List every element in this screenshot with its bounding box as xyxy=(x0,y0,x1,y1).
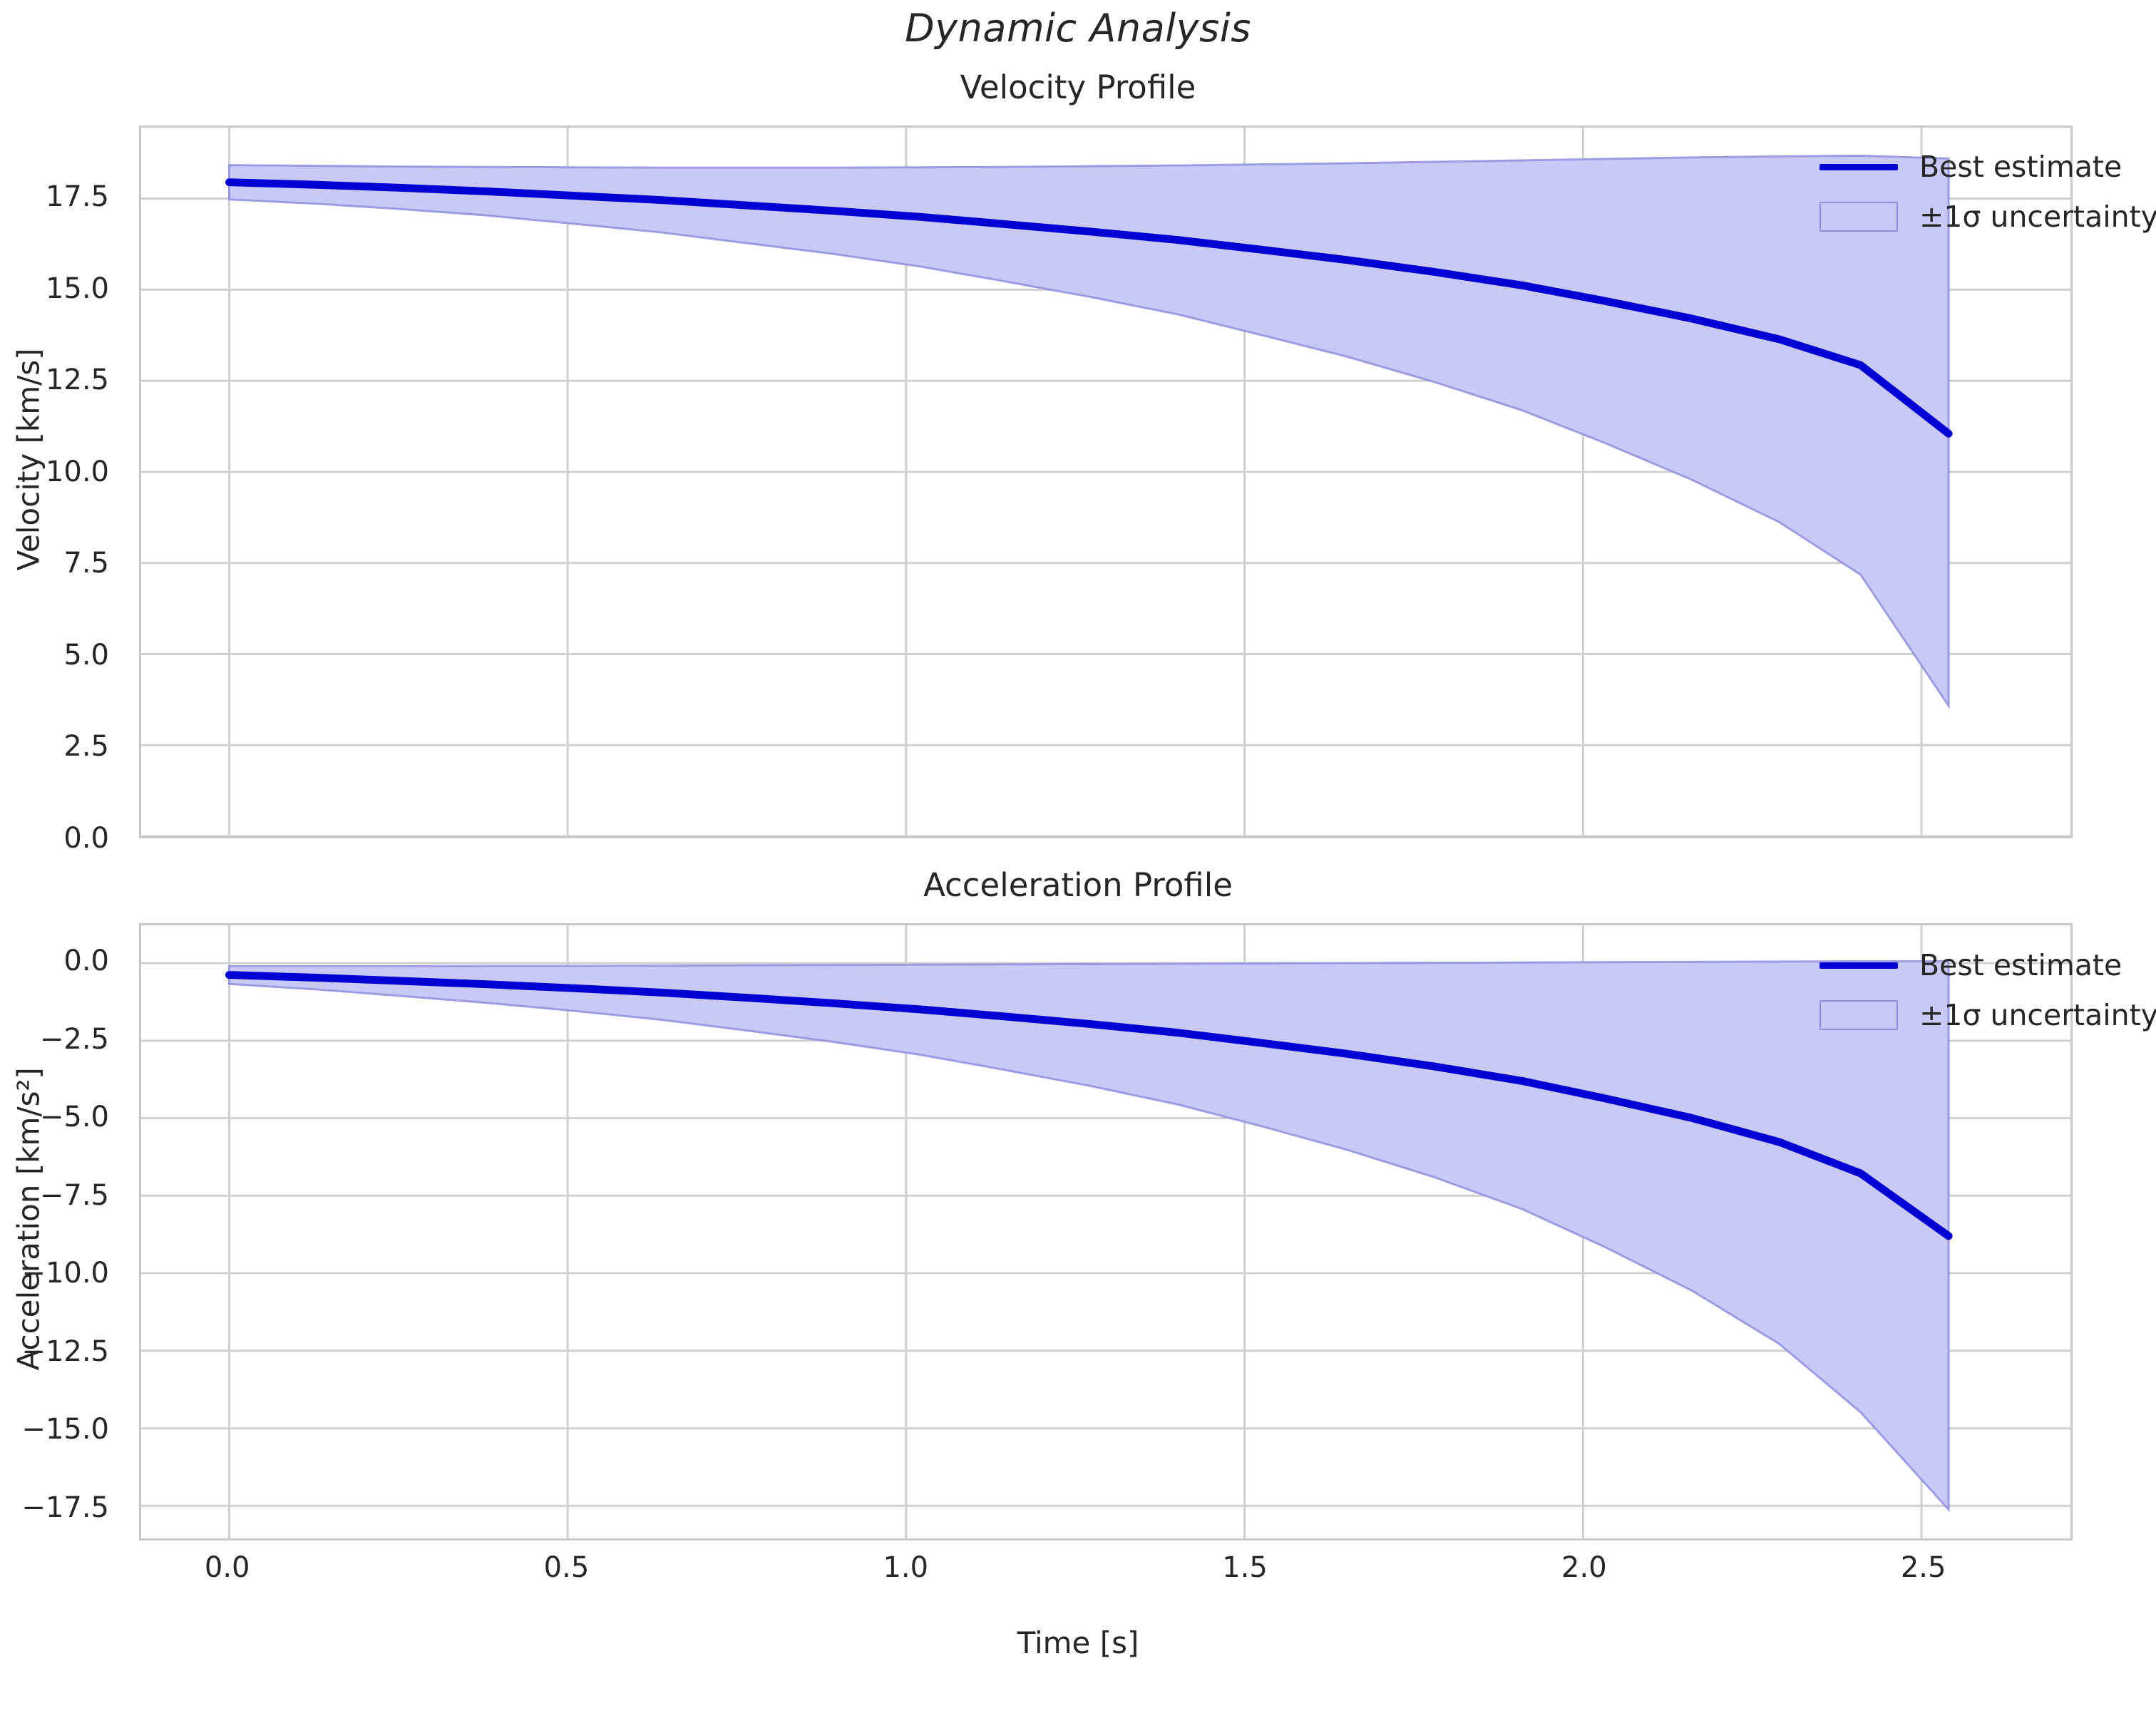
x-axis-ticks: 0.0 0.5 1.0 1.5 2.0 2.5 xyxy=(139,1551,2073,1594)
velocity-chart-svg xyxy=(141,128,2070,836)
y-axis-label-acceleration: Acceleration [km/s²] xyxy=(11,1067,46,1371)
legend-velocity: Best estimate ±1σ uncertainty xyxy=(1817,147,2156,237)
y-tick-label: −10.0 xyxy=(21,1257,109,1290)
y-tick-label: 10.0 xyxy=(45,455,109,488)
y-tick-label: 7.5 xyxy=(63,547,109,580)
y-tick-label: 15.0 xyxy=(45,272,109,305)
y-tick-label: −2.5 xyxy=(39,1022,109,1056)
x-tick-label: 1.5 xyxy=(1222,1551,1268,1584)
legend-line-icon xyxy=(1817,962,1901,969)
y-axis-ticks-acceleration: 0.0 −2.5 −5.0 −7.5 −10.0 −12.5 −15.0 −17.5 xyxy=(0,923,125,1541)
legend-patch-icon xyxy=(1817,202,1901,232)
x-tick-label: 2.0 xyxy=(1561,1551,1607,1584)
y-tick-label: 17.5 xyxy=(45,180,109,214)
x-tick-label: 2.5 xyxy=(1900,1551,1946,1584)
y-tick-label: −7.5 xyxy=(39,1178,109,1212)
plot-area-acceleration xyxy=(139,923,2073,1541)
subplot-title-velocity: Velocity Profile xyxy=(960,68,1196,106)
legend-acceleration: Best estimate ±1σ uncertainty xyxy=(1817,945,2156,1035)
x-tick-label: 0.0 xyxy=(204,1551,250,1584)
legend-label: Best estimate xyxy=(1919,948,2122,982)
y-tick-label: −17.5 xyxy=(21,1491,109,1524)
subplot-title-acceleration: Acceleration Profile xyxy=(923,866,1233,904)
y-tick-label: −5.0 xyxy=(39,1101,109,1134)
legend-label: ±1σ uncertainty xyxy=(1919,200,2156,234)
y-tick-label: 0.0 xyxy=(63,822,109,855)
legend-patch-icon xyxy=(1817,1000,1901,1030)
y-tick-label: 5.0 xyxy=(63,638,109,672)
x-tick-label: 0.5 xyxy=(543,1551,590,1584)
legend-entry-uncertainty: ±1σ uncertainty xyxy=(1817,197,2156,237)
y-tick-label: −12.5 xyxy=(21,1334,109,1368)
legend-entry-best-estimate: Best estimate xyxy=(1817,945,2156,985)
y-tick-label: 0.0 xyxy=(63,945,109,978)
y-tick-label: 12.5 xyxy=(45,364,109,397)
legend-label: ±1σ uncertainty xyxy=(1919,998,2156,1032)
plot-area-velocity xyxy=(139,125,2073,838)
x-tick-label: 1.0 xyxy=(883,1551,929,1584)
legend-entry-best-estimate: Best estimate xyxy=(1817,147,2156,187)
legend-label: Best estimate xyxy=(1919,150,2122,184)
legend-line-icon xyxy=(1817,163,1901,170)
acceleration-chart-svg xyxy=(141,925,2070,1538)
x-axis-label: Time [s] xyxy=(1017,1625,1139,1660)
y-axis-ticks-velocity: 0.0 2.5 5.0 7.5 10.0 12.5 15.0 17.5 xyxy=(0,125,125,855)
y-tick-label: 2.5 xyxy=(63,730,109,763)
figure-suptitle: Dynamic Analysis xyxy=(905,6,1251,51)
y-axis-label-velocity: Velocity [km/s] xyxy=(11,348,46,571)
legend-entry-uncertainty: ±1σ uncertainty xyxy=(1817,995,2156,1035)
y-tick-label: −15.0 xyxy=(21,1413,109,1446)
